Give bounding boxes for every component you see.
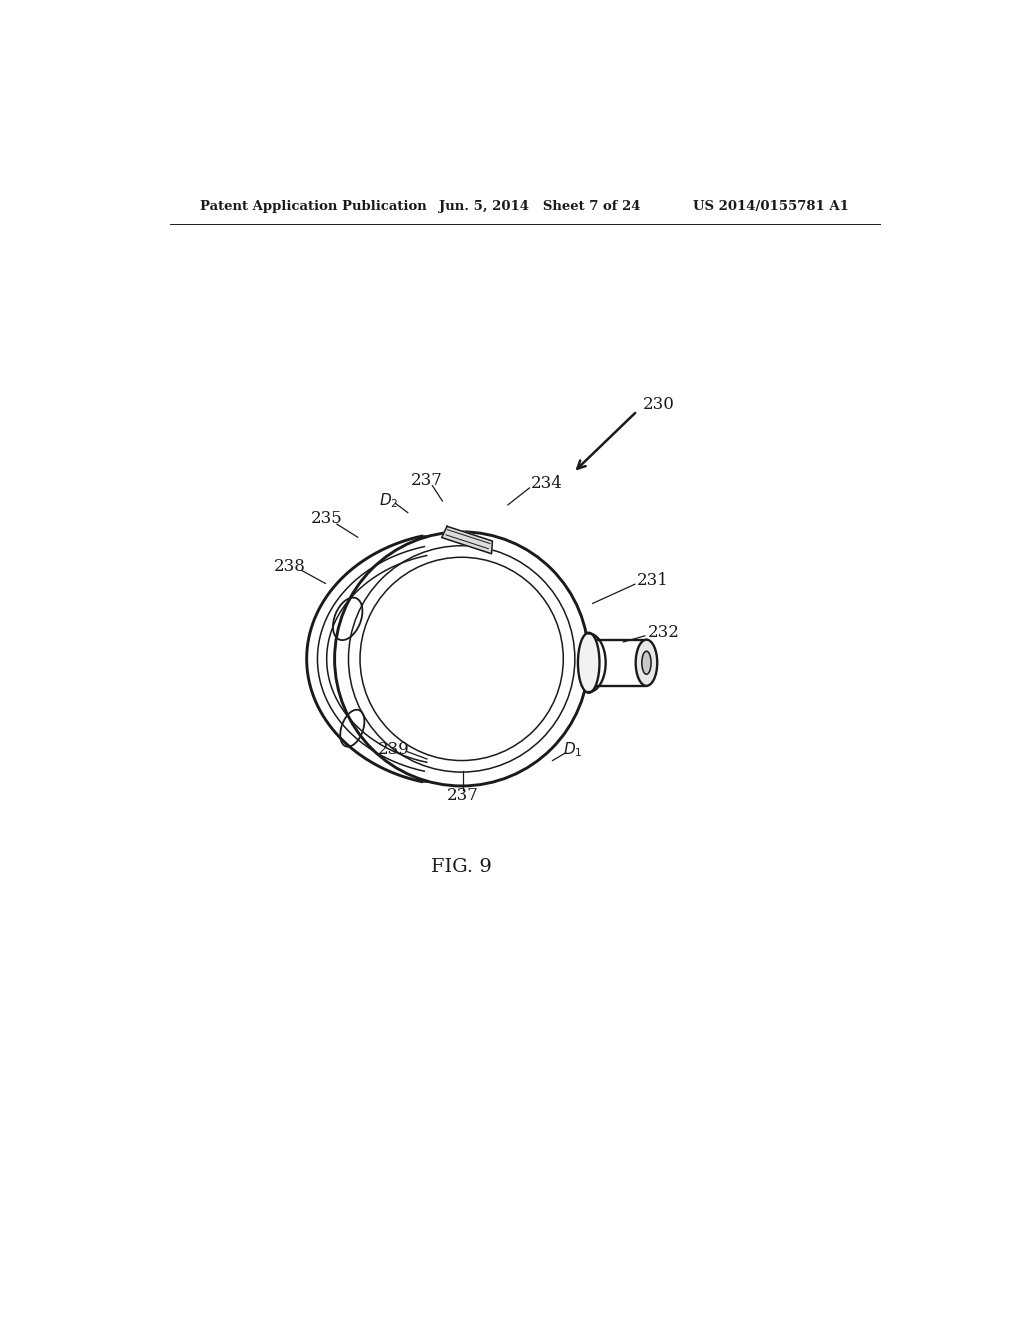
Text: Jun. 5, 2014   Sheet 7 of 24: Jun. 5, 2014 Sheet 7 of 24 [438,201,640,214]
Text: 239: 239 [378,742,410,758]
Text: 235: 235 [311,511,343,527]
Text: 234: 234 [531,475,563,492]
Polygon shape [441,527,493,553]
Text: 237: 237 [411,471,443,488]
Ellipse shape [578,632,599,693]
Text: FIG. 9: FIG. 9 [431,858,493,875]
Text: 231: 231 [637,572,669,589]
Text: Patent Application Publication: Patent Application Publication [200,201,427,214]
Text: 238: 238 [274,558,306,576]
Text: 237: 237 [447,788,479,804]
Text: $D_2$: $D_2$ [379,491,398,510]
Ellipse shape [642,651,651,675]
Text: US 2014/0155781 A1: US 2014/0155781 A1 [692,201,849,214]
Ellipse shape [636,640,657,686]
Text: $D_1$: $D_1$ [563,741,583,759]
Text: 232: 232 [648,624,680,642]
Text: 230: 230 [643,396,675,413]
